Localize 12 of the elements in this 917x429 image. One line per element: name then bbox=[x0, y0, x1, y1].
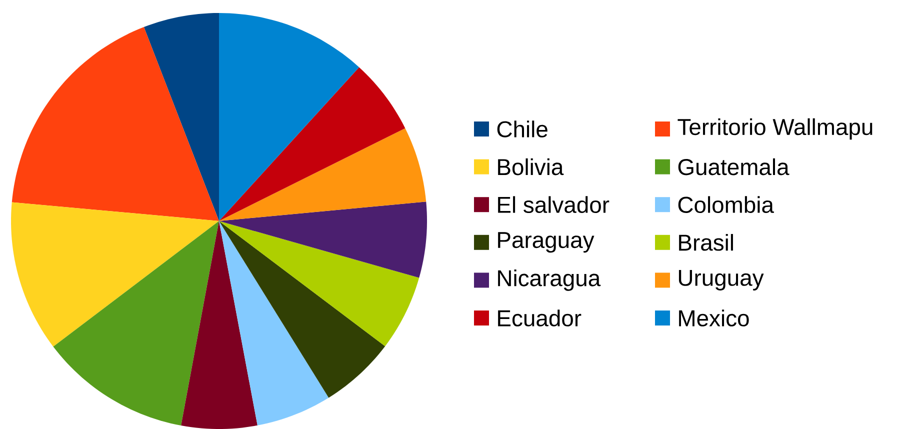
legend-label: Paraguay bbox=[498, 232, 594, 253]
legend-label: Territorio Wallmapu bbox=[678, 118, 872, 140]
legend-label: Mexico bbox=[679, 310, 749, 326]
legend-label: Nicaragua bbox=[498, 270, 601, 291]
legend-label: Bolivia bbox=[498, 158, 564, 176]
legend-label: Ecuador bbox=[498, 310, 582, 326]
legend-label: Colombia bbox=[678, 196, 774, 214]
legend-label: Chile bbox=[497, 120, 548, 138]
legend-label: Guatemala bbox=[678, 158, 790, 176]
legend-label: Brasil bbox=[679, 234, 733, 251]
legend-label: El salvador bbox=[498, 196, 610, 214]
legend-label: Uruguay bbox=[678, 270, 764, 290]
